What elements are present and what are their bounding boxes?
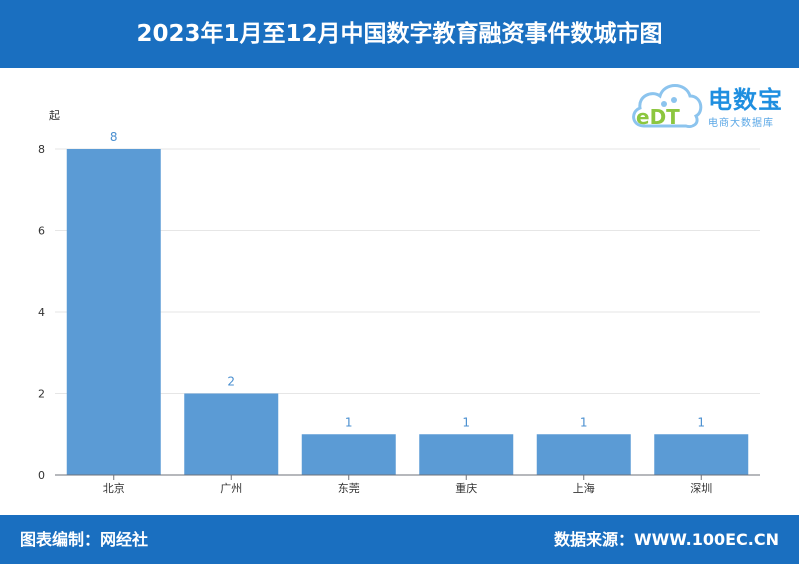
bar-chart: 0 2 4 6 8 起 8 北京 2 广州 1 东莞 1 重庆 1 上海 1 深圳 — [38, 109, 760, 495]
bar — [184, 393, 279, 475]
logo-subtitle: 电商大数据库 — [708, 118, 774, 129]
y-axis-label: 起 — [49, 109, 60, 122]
data-label: 2 — [227, 375, 235, 389]
data-label: 1 — [462, 415, 470, 429]
bar — [654, 434, 749, 475]
y-tick-label: 2 — [38, 388, 45, 401]
footer-source: 数据来源：WWW.100EC.CN — [553, 530, 779, 549]
logo-name: 电数宝 — [708, 86, 783, 114]
x-tick-label: 上海 — [573, 481, 595, 495]
data-label: 1 — [697, 415, 705, 429]
x-tick-label: 广州 — [220, 482, 242, 495]
footer-bar: 图表编制：网经社 数据来源：WWW.100EC.CN — [0, 515, 799, 564]
y-tick-label: 0 — [38, 469, 45, 482]
x-tick-label: 深圳 — [690, 482, 712, 495]
cloud-icon: eDT — [632, 84, 703, 129]
bar — [536, 434, 631, 475]
y-tick-label: 8 — [38, 143, 45, 156]
bar — [419, 434, 514, 475]
footer-credit: 图表编制：网经社 — [20, 530, 149, 549]
x-tick-label: 北京 — [103, 481, 125, 495]
bar — [301, 434, 396, 475]
logo-mark: eDT — [636, 105, 680, 129]
chart-title: 2023年1月至12月中国数字教育融资事件数城市图 — [136, 21, 663, 47]
y-tick-label: 4 — [38, 306, 45, 319]
y-tick-label: 6 — [38, 225, 45, 238]
brand-logo: eDT 电数宝 电商大数据库 — [630, 74, 795, 138]
x-tick-label: 东莞 — [338, 482, 360, 495]
data-label: 8 — [110, 130, 118, 144]
x-tick-label: 重庆 — [455, 481, 477, 495]
header-bar: 2023年1月至12月中国数字教育融资事件数城市图 — [0, 0, 799, 68]
bar — [66, 149, 161, 475]
data-label: 1 — [345, 415, 353, 429]
data-label: 1 — [580, 415, 588, 429]
